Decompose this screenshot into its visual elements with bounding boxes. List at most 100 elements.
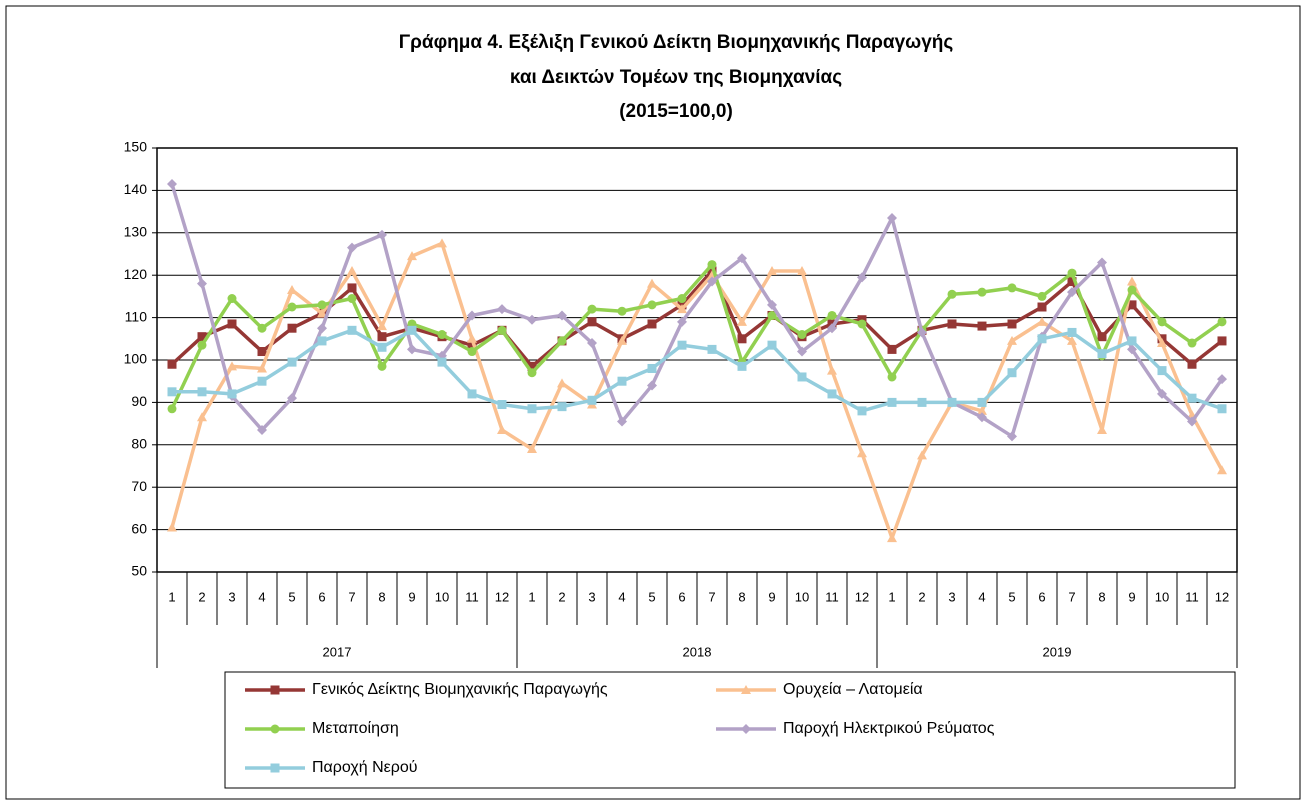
legend-marker	[741, 685, 751, 694]
data-point	[467, 333, 477, 343]
data-point	[527, 314, 537, 325]
series-line	[170, 183, 1224, 439]
data-point	[1127, 336, 1137, 346]
data-point	[437, 357, 447, 367]
data-point	[677, 340, 687, 350]
x-tick-label: 4	[978, 589, 985, 604]
data-point	[587, 338, 597, 349]
y-tick-label: 70	[131, 478, 147, 494]
data-point	[647, 278, 657, 288]
data-point	[797, 372, 807, 382]
y-tick-label: 130	[124, 224, 148, 240]
data-point	[497, 400, 507, 410]
data-point	[617, 416, 627, 427]
data-point	[1097, 349, 1107, 359]
data-point	[227, 319, 237, 329]
data-point	[707, 344, 717, 354]
x-tick-label: 7	[348, 589, 355, 604]
x-tick-label: 6	[678, 589, 685, 604]
data-point	[857, 272, 867, 283]
x-tick-label: 2	[198, 589, 205, 604]
data-point	[167, 522, 177, 532]
data-point	[167, 359, 177, 369]
data-point	[527, 444, 537, 454]
data-point	[347, 294, 357, 304]
data-point	[377, 361, 387, 371]
data-point	[977, 321, 987, 331]
y-tick-label: 150	[124, 139, 148, 155]
y-tick-label: 140	[124, 181, 148, 197]
data-point	[1097, 424, 1107, 434]
data-point	[887, 372, 897, 382]
data-point	[1157, 388, 1167, 399]
data-point	[437, 330, 447, 340]
data-point	[1187, 393, 1197, 403]
data-point	[287, 302, 297, 312]
data-point	[617, 376, 627, 386]
data-point	[947, 289, 957, 299]
data-point	[737, 334, 747, 344]
data-point	[317, 323, 327, 334]
data-point	[917, 450, 927, 460]
data-point	[497, 325, 507, 335]
y-tick-label: 110	[125, 308, 148, 324]
data-point	[287, 285, 297, 295]
x-tick-label: 3	[228, 589, 235, 604]
data-point	[977, 412, 987, 423]
x-tick-label: 3	[588, 589, 595, 604]
y-tick-label: 90	[131, 393, 147, 409]
data-point	[1127, 276, 1137, 286]
series-line	[172, 328, 1223, 413]
x-tick-label: 3	[948, 589, 955, 604]
data-point	[407, 325, 417, 335]
group-label: 2017	[323, 644, 352, 659]
data-point	[1157, 317, 1167, 327]
data-point	[1037, 302, 1047, 312]
data-point	[1007, 283, 1017, 293]
data-point	[257, 376, 267, 386]
data-point	[767, 265, 777, 275]
y-tick-label: 60	[131, 520, 147, 536]
data-point	[557, 402, 567, 412]
data-point	[587, 395, 597, 405]
data-point	[287, 357, 297, 367]
data-point	[287, 323, 297, 333]
data-point	[827, 323, 837, 334]
data-point	[977, 287, 987, 297]
data-point	[1007, 335, 1017, 345]
data-point	[257, 363, 267, 373]
data-point	[737, 253, 747, 264]
data-point	[347, 265, 357, 275]
data-point	[767, 299, 777, 310]
x-tick-label: 9	[768, 589, 775, 604]
data-point	[407, 344, 417, 355]
legend-label: Παροχή Ηλεκτρικού Ρεύματος	[783, 720, 995, 737]
x-tick-label: 10	[795, 589, 809, 604]
data-point	[197, 340, 207, 350]
data-point	[377, 342, 387, 352]
data-point	[437, 238, 447, 248]
data-point	[317, 308, 327, 318]
group-label: 2018	[683, 644, 712, 659]
data-point	[827, 365, 837, 375]
data-point	[377, 229, 387, 240]
y-tick-label: 50	[131, 563, 147, 579]
data-point	[1217, 374, 1227, 385]
data-point	[1217, 404, 1227, 414]
data-point	[317, 336, 327, 346]
x-tick-label: 7	[1068, 589, 1075, 604]
y-tick-label: 80	[131, 436, 147, 452]
data-point	[947, 319, 957, 329]
x-tick-label: 1	[528, 589, 535, 604]
data-point	[647, 380, 657, 391]
data-point	[797, 330, 807, 340]
legend-label: Μεταποίηση	[312, 720, 399, 737]
data-point	[857, 448, 867, 458]
x-tick-label: 9	[408, 589, 415, 604]
legend-marker	[270, 724, 280, 734]
series-line	[170, 241, 1224, 540]
data-point	[1067, 277, 1077, 287]
data-point	[377, 332, 387, 342]
legend-label: Ορυχεία – Λατομεία	[783, 681, 923, 698]
data-point	[977, 397, 987, 407]
